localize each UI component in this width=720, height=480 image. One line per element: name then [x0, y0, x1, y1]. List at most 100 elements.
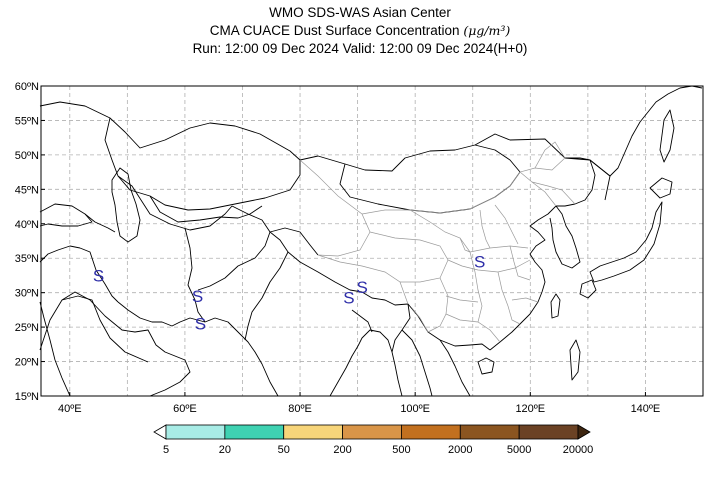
lat-tick-label: 35ºN: [15, 253, 39, 265]
coast-arabia: [39, 291, 191, 397]
border-thailand-laos: [401, 329, 433, 397]
lon-tick-label: 40ºE: [58, 403, 82, 415]
border-turkmenistan: [117, 175, 233, 231]
lat-tick-label: 60ºN: [15, 81, 39, 93]
colorbar-label: 5: [163, 444, 169, 456]
coast-russia-far-east: [589, 85, 703, 177]
coast-black-sea: [39, 203, 93, 227]
lat-tick-label: 55ºN: [15, 115, 39, 127]
dust-storm-marker: S: [357, 278, 368, 297]
province-line-shaanxi: [459, 237, 471, 253]
coast-hainan: [477, 357, 495, 375]
colorbar-upper-triangle: [577, 424, 591, 440]
province-line-tibet: [317, 254, 409, 305]
province-line-hebei: [494, 204, 519, 245]
lon-tick-label: 120ºE: [515, 403, 545, 415]
border-uzbekistan: [149, 195, 263, 223]
colorbar-label: 200: [333, 444, 351, 456]
lat-tick-label: 50ºN: [15, 150, 39, 162]
province-line-hunan: [469, 251, 483, 323]
province-line-xinjiang: [299, 159, 371, 257]
map-frame: [40, 85, 704, 397]
lat-tick-label: 30ºN: [15, 288, 39, 300]
lat-tick-label: 20ºN: [15, 357, 39, 369]
lon-tick-label: 60ºE: [173, 403, 197, 415]
lat-tick-label: 45ºN: [15, 184, 39, 196]
colorbar-segment: [283, 424, 343, 440]
lon-tick-label: 80ºE: [288, 403, 312, 415]
coast-caspian-sea: [111, 167, 141, 243]
province-line-anhui: [509, 245, 531, 281]
china-provinces: [299, 141, 576, 343]
border-bangladesh: [351, 309, 373, 333]
province-line-qinghai: [369, 231, 449, 283]
colorbar-segment: [401, 424, 461, 440]
province-line-guizhou: [445, 295, 479, 303]
coast-japan-kyushu: [579, 279, 597, 299]
lon-tick-label: 140ºE: [631, 403, 661, 415]
title-line-1: WMO SDS-WAS Asian Center: [269, 5, 451, 20]
colorbar-segment: [165, 424, 226, 440]
lat-tick-label: 25ºN: [15, 322, 39, 334]
border-china-russia-east: [556, 157, 596, 207]
colorbar-lower-triangle: [153, 424, 167, 440]
border-india-north: [269, 227, 319, 256]
province-line-northeast: [519, 171, 557, 207]
border-iran-iraq: [79, 247, 119, 303]
border-india-nepal: [287, 251, 363, 293]
lat-tick-label: 40ºN: [15, 219, 39, 231]
colorbar-segment: [342, 424, 402, 440]
border-myanmar: [361, 291, 411, 353]
dust-storm-marker: S: [343, 288, 354, 307]
dust-storm-marker: S: [195, 315, 206, 334]
coast-persian-gulf: [117, 301, 216, 327]
map-title: WMO SDS-WAS Asian Center CMA CUACE Dust …: [0, 4, 720, 58]
colorbar-label: 500: [392, 444, 410, 456]
province-line-jilin: [531, 181, 576, 205]
province-line-hubei: [447, 259, 531, 273]
coast-turkey-south: [39, 245, 81, 263]
title-product: CMA CUACE Dust Surface Concentration: [209, 23, 464, 38]
province-line-shanxi: [479, 209, 491, 249]
coast-korea: [549, 205, 581, 269]
coast-red-sea: [39, 301, 71, 397]
colorbar-label: 5000: [507, 444, 531, 456]
colorbar-segment: [224, 424, 285, 440]
coast-pakistan-india-west: [214, 317, 279, 397]
colorbar-label: 50: [278, 444, 290, 456]
colorbar-segment: [459, 424, 520, 440]
coast-india-east: [329, 345, 359, 397]
border-central-asia: [104, 117, 301, 211]
province-line-henan: [469, 245, 529, 253]
province-line-sichuan: [427, 277, 449, 333]
border-china-south: [407, 303, 491, 351]
province-line-jiangxi: [497, 271, 521, 325]
title-line-3: Run: 12:00 09 Dec 2024 Valid: 12:00 09 D…: [192, 41, 528, 56]
title-unit: (μg/m³): [463, 23, 511, 38]
border-vietnam: [439, 339, 471, 397]
province-line-inner-mongolia: [409, 157, 566, 214]
province-line-fujian: [511, 297, 539, 303]
lat-tick-label: 15ºN: [15, 391, 39, 403]
coast-bay-of-bengal: [357, 329, 403, 397]
country-borders: [39, 85, 703, 397]
coast-china-east: [489, 205, 557, 351]
border-saudi: [61, 295, 149, 363]
map-axes: 15ºN 20ºN 25ºN 30ºN 35ºN 40ºN 45ºN 50ºN 55ºN 60ºN…: [15, 81, 704, 415]
coast-sakhalin: [659, 109, 675, 163]
lon-tick-label: 100ºE: [400, 403, 430, 415]
province-line-yunnan: [411, 307, 429, 333]
dust-storm-marker: S: [474, 253, 485, 272]
border-iran-afghanistan: [184, 227, 206, 323]
coast-japan-honshu: [589, 201, 663, 283]
border-caucasus: [84, 213, 116, 233]
colorbar-label: 20: [219, 444, 231, 456]
colorbar-label: 20000: [563, 444, 594, 456]
dust-storm-marker: S: [192, 287, 203, 306]
colorbar-segment: [518, 424, 579, 440]
province-line-heilongjiang: [534, 141, 566, 169]
coast-taiwan: [550, 293, 561, 319]
border-russia-kazakhstan: [39, 101, 611, 201]
